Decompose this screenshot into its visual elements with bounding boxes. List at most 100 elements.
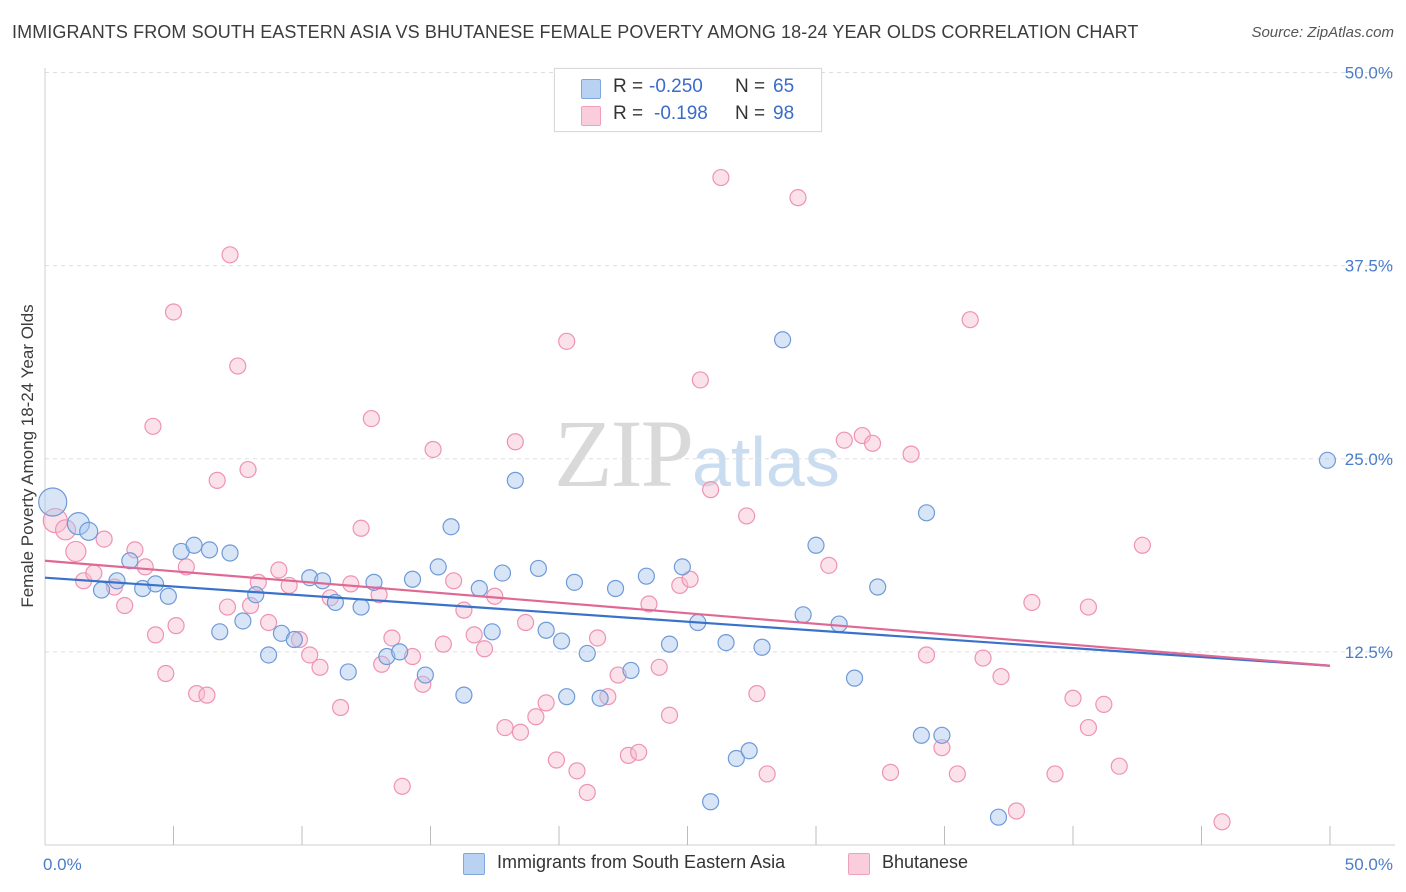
data-point <box>378 647 396 666</box>
data-point <box>116 596 134 615</box>
data-point <box>38 487 68 517</box>
y-tick-label: 50.0% <box>1345 64 1393 83</box>
data-point <box>470 579 488 598</box>
data-point <box>961 311 979 329</box>
data-point <box>218 598 237 616</box>
data-point <box>863 434 882 452</box>
data-point <box>339 663 357 681</box>
data-point <box>1079 598 1098 616</box>
legend-label: Bhutanese <box>882 852 969 872</box>
data-point <box>445 572 463 590</box>
legend-n-label: N = <box>735 76 766 97</box>
data-point <box>465 626 483 644</box>
data-point <box>126 541 144 559</box>
data-point <box>738 507 756 525</box>
data-point <box>383 629 401 647</box>
data-point <box>637 567 655 585</box>
trend-line-bhutanese <box>44 559 1331 667</box>
correlation-legend: R = -0.250 N = 65 R = -0.198 N = 98 <box>554 68 822 132</box>
data-point <box>234 612 252 630</box>
data-point <box>591 689 609 707</box>
data-point <box>717 634 735 652</box>
data-point <box>483 623 501 641</box>
data-point <box>552 632 571 650</box>
data-point <box>702 793 720 811</box>
data-point <box>537 621 555 639</box>
legend-n-value: 65 <box>773 76 795 97</box>
data-point <box>807 536 825 554</box>
data-point <box>311 658 329 676</box>
data-point <box>208 471 226 489</box>
chart-title: IMMIGRANTS FROM SOUTH EASTERN ASIA VS BH… <box>12 22 1139 42</box>
data-point <box>511 723 530 741</box>
data-point <box>974 649 992 667</box>
data-point <box>301 646 319 664</box>
trend-line-immigrants <box>44 576 1331 667</box>
data-point <box>881 763 900 781</box>
trend-lines <box>44 559 1331 667</box>
data-point <box>917 504 936 522</box>
data-point <box>496 718 514 737</box>
data-point <box>259 646 278 664</box>
data-point <box>568 762 586 780</box>
data-point <box>820 556 838 574</box>
data-point <box>660 706 679 724</box>
series-immigrants-se-asia <box>38 331 1337 826</box>
data-point <box>650 658 668 676</box>
x-tick-label: 50.0% <box>1345 855 1393 874</box>
data-point <box>547 751 566 769</box>
data-point <box>712 168 730 187</box>
data-point <box>455 686 473 704</box>
data-point <box>247 586 265 604</box>
data-point <box>948 765 966 783</box>
data-point <box>239 460 257 479</box>
data-point <box>640 595 658 613</box>
data-point <box>681 570 699 588</box>
data-point <box>157 664 175 683</box>
legend-swatch-blue <box>463 853 485 875</box>
data-point <box>606 579 625 598</box>
data-point <box>242 596 260 615</box>
data-point <box>1007 802 1026 820</box>
data-point <box>673 558 691 576</box>
data-point <box>167 617 185 635</box>
data-point <box>516 613 535 632</box>
legend-label: Immigrants from South Eastern Asia <box>497 852 786 872</box>
source-label: Source: ZipAtlas.com <box>1251 24 1394 41</box>
data-point <box>527 708 545 726</box>
data-point <box>578 783 596 802</box>
data-point <box>352 598 370 616</box>
data-point <box>660 635 679 653</box>
legend-r-label: R = <box>613 103 644 124</box>
data-point <box>391 643 409 661</box>
data-point <box>758 765 776 783</box>
data-point <box>211 623 229 641</box>
data-point <box>455 601 473 619</box>
data-point <box>789 189 807 207</box>
data-point <box>221 544 239 562</box>
data-point <box>434 635 452 653</box>
data-point <box>493 564 512 582</box>
data-point <box>424 440 442 459</box>
data-point <box>331 698 350 717</box>
legend-r-value: -0.198 <box>654 103 708 124</box>
data-point <box>773 331 792 349</box>
data-point <box>1133 536 1151 554</box>
watermark-atlas: atlas <box>692 423 840 501</box>
data-point <box>475 640 494 658</box>
data-point <box>691 371 709 389</box>
data-point <box>835 431 853 449</box>
data-point <box>136 558 154 576</box>
data-point <box>933 739 951 757</box>
data-point <box>1213 813 1231 831</box>
data-point <box>619 746 637 764</box>
data-point <box>902 445 920 463</box>
data-point <box>342 575 360 593</box>
series-legend: Immigrants from South Eastern Asia Bhuta… <box>0 850 1406 878</box>
legend-swatch-pink <box>848 853 870 875</box>
data-point <box>429 558 447 576</box>
x-tick-label: 0.0% <box>43 855 82 874</box>
data-point <box>558 688 576 706</box>
data-point <box>200 541 219 559</box>
